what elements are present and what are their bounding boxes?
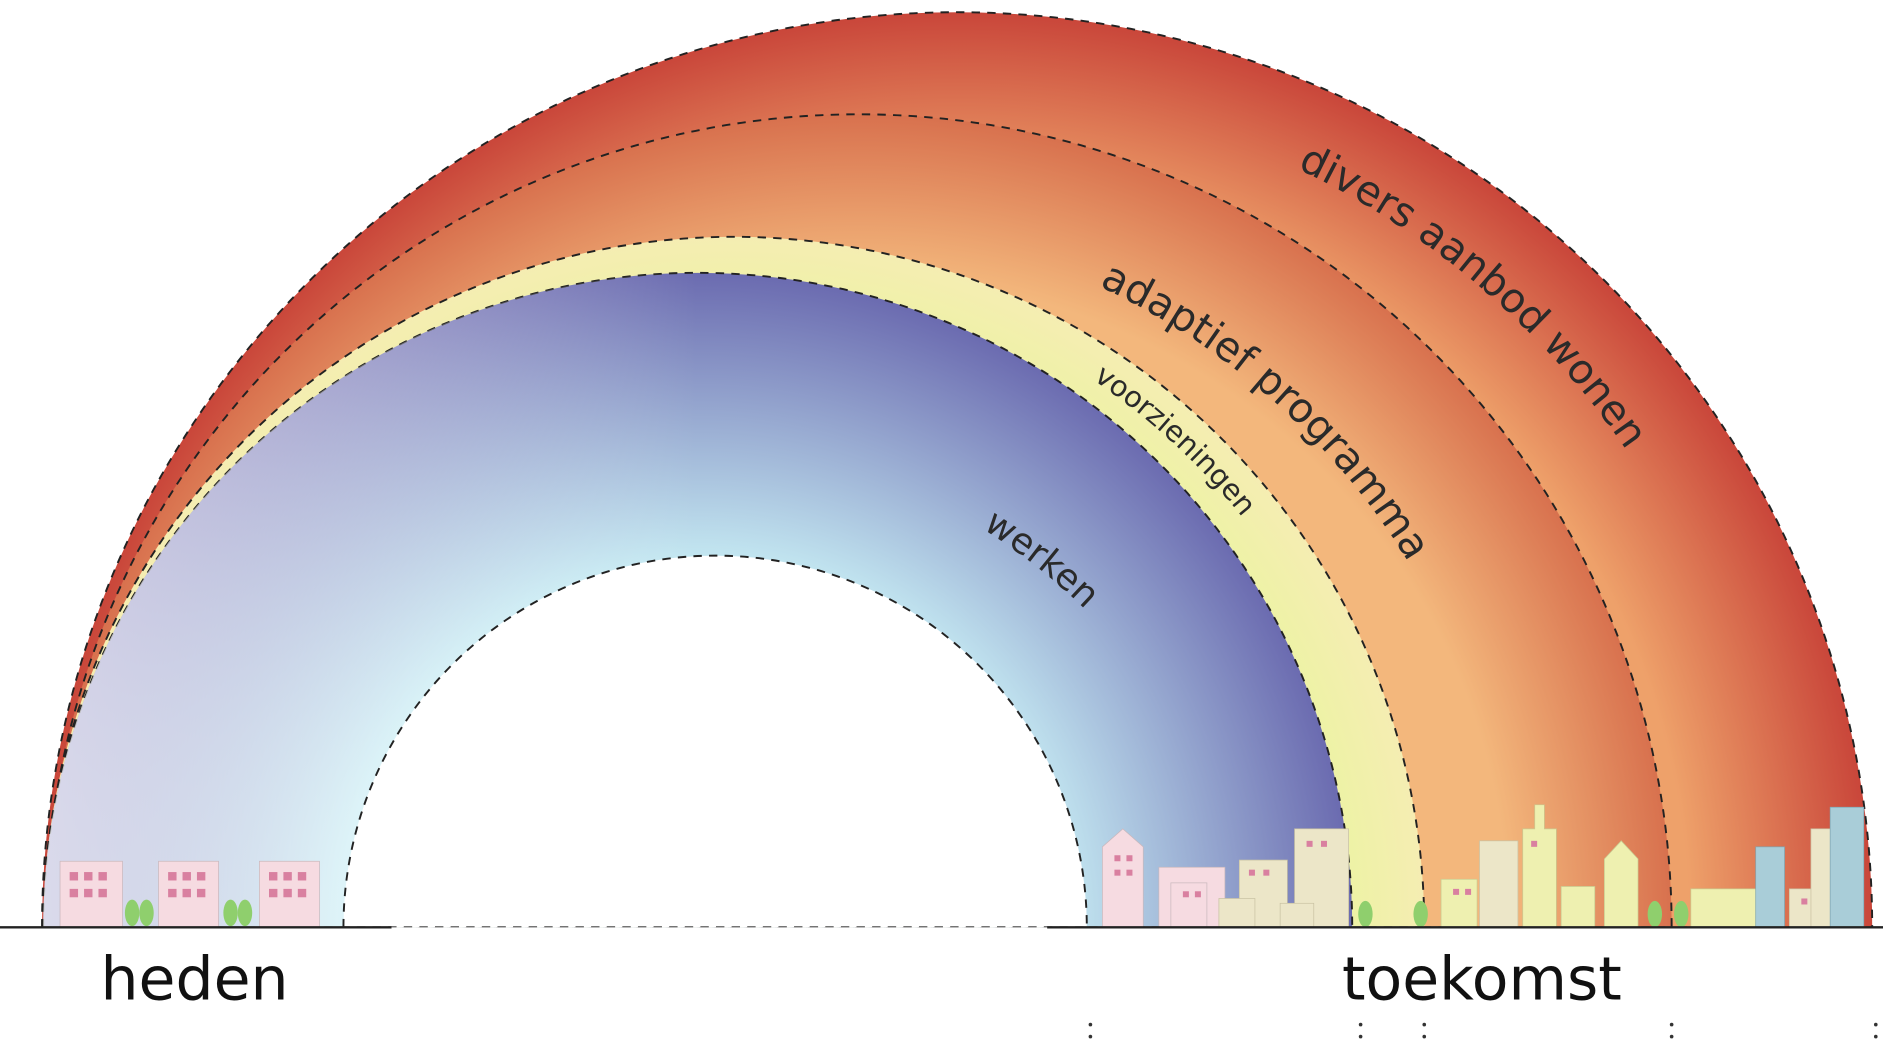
end-label: toekomst	[1342, 944, 1622, 1014]
start-label: heden	[101, 944, 289, 1014]
inner-hole	[342, 554, 1088, 929]
dot-marks	[1088, 1022, 1878, 1039]
ground-mask	[0, 927, 1883, 1044]
buildings-left	[59, 860, 320, 928]
